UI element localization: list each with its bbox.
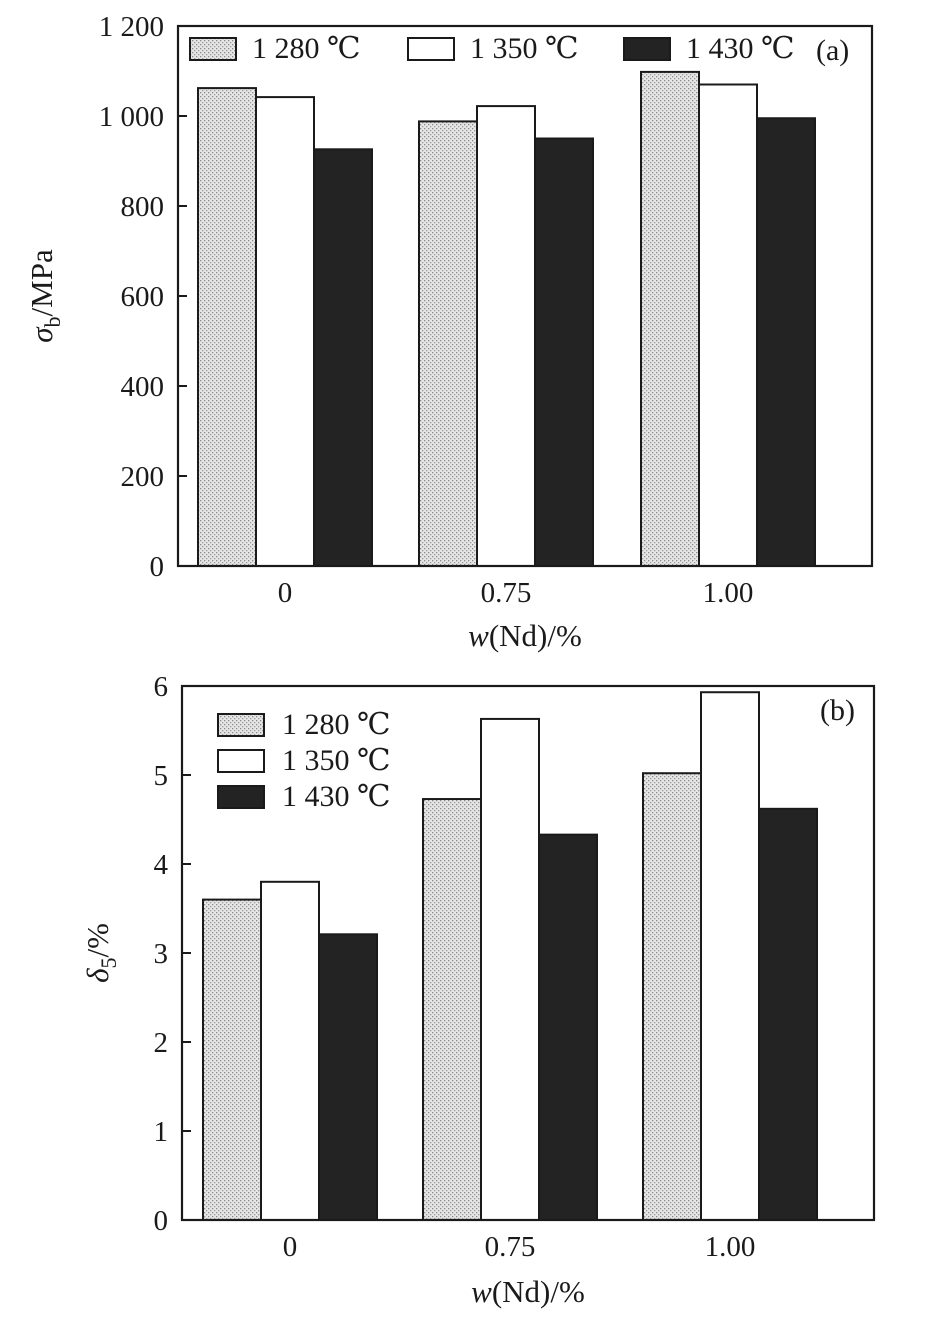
bar-b-s2-1.00: [700, 691, 760, 1221]
bar-a-s1-0: [197, 87, 257, 567]
y-axis-label-subscript: 5: [96, 958, 121, 969]
x-axis-label-unit: (Nd)/%: [492, 1274, 585, 1309]
bar-b-s3-0: [318, 933, 378, 1221]
x-tick-label: 0: [278, 577, 293, 609]
panel-label: (a): [816, 34, 849, 67]
x-tick-label: 1.00: [705, 1231, 756, 1263]
legend-label-1: 1 280 ℃: [252, 32, 361, 65]
x-axis-label: w(Nd)/%: [468, 618, 582, 653]
bar-b-s3-0.75: [538, 833, 598, 1221]
y-tick-label: 5: [154, 760, 169, 792]
bar-a-s3-1.00: [756, 117, 816, 567]
y-tick-label: 0: [150, 551, 165, 583]
legend-label-2: 1 350 ℃: [470, 32, 579, 65]
x-axis-label-unit: (Nd)/%: [489, 618, 582, 653]
y-tick-label: 0: [154, 1205, 169, 1237]
x-tick-label: 1.00: [703, 577, 754, 609]
panel-label: (b): [820, 694, 855, 727]
legend-swatch-1: [217, 713, 265, 737]
y-tick-label: 800: [121, 191, 165, 223]
bar-a-s1-1.00: [640, 70, 700, 568]
bar-b-s2-0: [260, 880, 320, 1221]
x-tick-label: 0: [283, 1231, 298, 1263]
y-tick-label: 3: [154, 938, 169, 970]
y-tick-label: 4: [154, 849, 169, 881]
bar-b-s2-0.75: [480, 717, 540, 1221]
legend-swatch-3: [623, 37, 671, 61]
legend-label-3: 1 430 ℃: [686, 32, 795, 65]
y-axis-label: δ5/%: [80, 923, 121, 983]
bar-a-s2-1.00: [698, 83, 758, 567]
legend-swatch-1: [189, 37, 237, 61]
y-axis-label-unit: /MPa: [24, 249, 59, 316]
legend-label-1: 1 280 ℃: [282, 708, 391, 741]
y-axis-label-unit: /%: [80, 923, 115, 957]
bar-b-s1-1.00: [642, 772, 702, 1221]
y-tick-label: 600: [121, 281, 165, 313]
y-tick-label: 400: [121, 371, 165, 403]
legend-swatch-2: [217, 749, 265, 773]
bar-a-s1-0.75: [418, 120, 478, 568]
legend-swatch-3: [217, 785, 265, 809]
x-axis-label: w(Nd)/%: [471, 1274, 585, 1309]
bar-b-s3-1.00: [758, 807, 818, 1221]
y-tick-label: 1 000: [99, 101, 164, 133]
legend-label-2: 1 350 ℃: [282, 744, 391, 777]
y-axis-label-subscript: b: [40, 316, 65, 327]
legend-swatch-2: [407, 37, 455, 61]
legend-label-3: 1 430 ℃: [282, 780, 391, 813]
y-tick-label: 1 200: [99, 11, 164, 43]
x-axis-label-symbol: w: [471, 1274, 492, 1309]
bar-b-s1-0.75: [422, 798, 482, 1222]
chart-panel-a: 0 200 400 600 800 1 000 1 200 0 0.75 1.00 w(Nd)/% σ…: [24, 11, 874, 653]
y-axis-label: σb/MPa: [24, 249, 65, 343]
x-axis-label-symbol: w: [468, 618, 489, 653]
y-axis-label-symbol: σ: [24, 326, 59, 343]
bar-a-s3-0: [313, 148, 373, 568]
y-tick-label: 1: [154, 1116, 169, 1148]
bar-a-s2-0.75: [476, 105, 536, 567]
x-tick-label: 0.75: [485, 1231, 536, 1263]
y-tick-label: 2: [154, 1027, 169, 1059]
y-axis-label-symbol: δ: [80, 968, 115, 983]
bar-a-s3-0.75: [534, 137, 594, 567]
bar-a-s2-0: [255, 96, 315, 567]
y-tick-label: 6: [154, 671, 169, 703]
bar-b-s1-0: [202, 898, 262, 1221]
y-tick-label: 200: [121, 461, 165, 493]
x-tick-label: 0.75: [481, 577, 532, 609]
